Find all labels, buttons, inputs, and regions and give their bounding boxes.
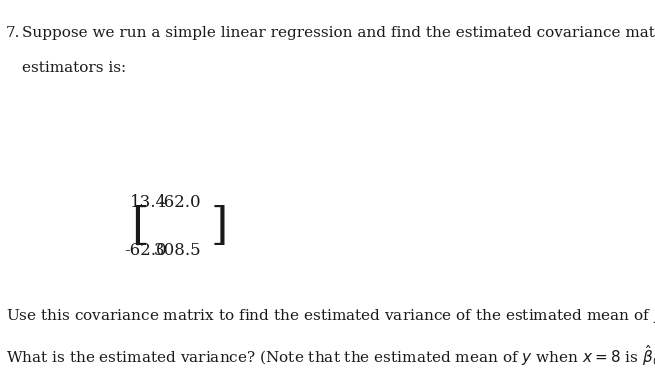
Text: [: [ — [131, 205, 148, 248]
Text: ]: ] — [211, 205, 229, 248]
Text: -62.0: -62.0 — [159, 193, 201, 211]
Text: -62.0: -62.0 — [124, 242, 167, 259]
Text: 7.: 7. — [6, 26, 20, 40]
Text: What is the estimated variance? (Note that the estimated mean of $y$ when $x = 8: What is the estimated variance? (Note th… — [6, 343, 655, 368]
Text: estimators is:: estimators is: — [22, 61, 126, 75]
Text: Suppose we run a simple linear regression and find the estimated covariance matr: Suppose we run a simple linear regressio… — [22, 26, 655, 40]
Text: Use this covariance matrix to find the estimated variance of the estimated mean : Use this covariance matrix to find the e… — [6, 306, 655, 325]
Text: 13.4: 13.4 — [130, 193, 167, 211]
Text: 308.5: 308.5 — [153, 242, 201, 259]
